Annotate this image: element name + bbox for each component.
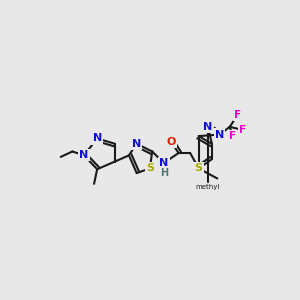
Text: F: F xyxy=(239,125,246,135)
Text: H: H xyxy=(160,168,168,178)
Text: S: S xyxy=(195,164,203,173)
Text: methyl: methyl xyxy=(196,184,220,190)
Text: N: N xyxy=(203,122,213,132)
Text: N: N xyxy=(93,134,102,143)
Text: O: O xyxy=(167,137,176,147)
Text: N: N xyxy=(159,158,169,168)
Text: F: F xyxy=(229,131,236,141)
Text: N: N xyxy=(215,130,224,140)
Text: F: F xyxy=(234,110,241,120)
Text: N: N xyxy=(132,139,141,149)
Text: N: N xyxy=(80,150,88,160)
Text: S: S xyxy=(146,164,154,173)
